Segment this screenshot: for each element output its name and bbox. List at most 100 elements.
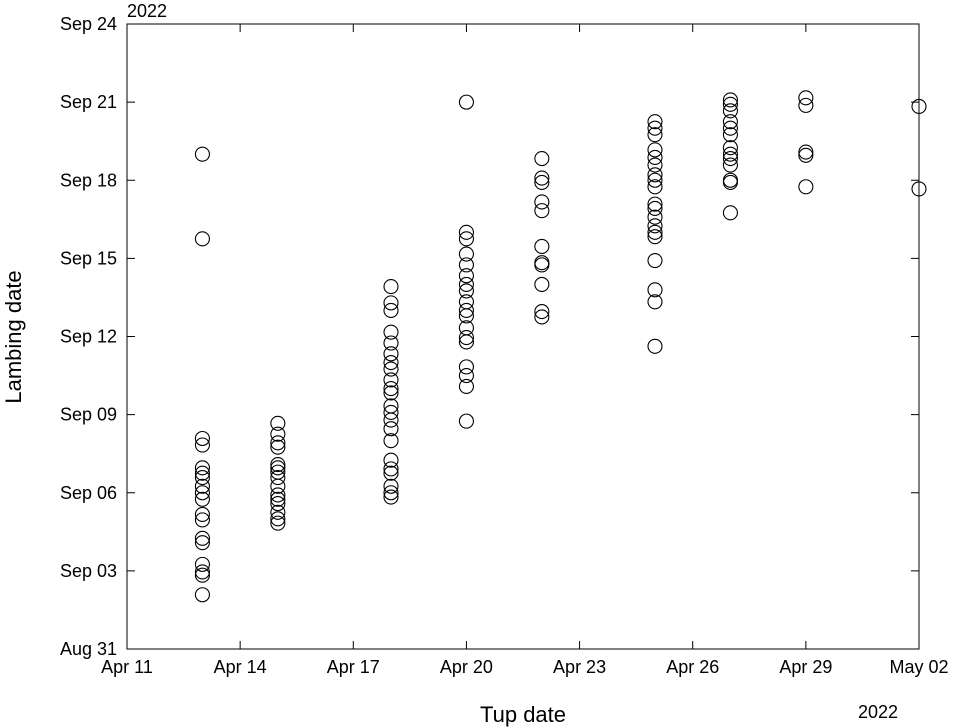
data-point (270, 426, 286, 442)
data-point (534, 194, 550, 210)
data-point (458, 378, 474, 394)
y-tick-label: Sep 09 (60, 405, 117, 425)
data-point (194, 530, 210, 546)
data-point (722, 114, 738, 130)
data-point (194, 567, 210, 583)
data-point (647, 157, 663, 173)
y-axis-title: Lambing date (1, 270, 26, 403)
data-point (383, 412, 399, 428)
data-point (194, 465, 210, 481)
data-point (383, 381, 399, 397)
data-point (722, 120, 738, 136)
data-point (383, 324, 399, 340)
data-point (194, 535, 210, 551)
data-point (647, 209, 663, 225)
data-points (194, 90, 927, 603)
data-point (534, 257, 550, 273)
data-point (194, 437, 210, 453)
y-axis-year-label: 2022 (127, 1, 167, 21)
data-point (458, 330, 474, 346)
data-point (270, 470, 286, 486)
data-point (534, 276, 550, 292)
data-point (458, 231, 474, 247)
data-point (270, 435, 286, 451)
data-point (458, 283, 474, 299)
x-tick-label: May 02 (889, 657, 948, 677)
data-point (647, 224, 663, 240)
data-point (194, 478, 210, 494)
data-point (722, 140, 738, 156)
data-point (383, 489, 399, 505)
data-point (722, 146, 738, 162)
data-point (647, 252, 663, 269)
data-point (383, 295, 399, 311)
data-point (270, 515, 286, 531)
data-point (383, 335, 399, 351)
data-point (647, 120, 663, 136)
data-point (194, 460, 210, 476)
data-point (383, 404, 399, 421)
plot-frame (126, 23, 920, 650)
data-point (194, 430, 210, 447)
data-point (534, 150, 550, 167)
x-tick-label: Apr 26 (666, 657, 719, 677)
data-point (458, 224, 474, 240)
data-point (383, 421, 399, 437)
data-point (647, 172, 663, 188)
y-tick-label: Aug 31 (60, 639, 117, 659)
data-point (458, 268, 474, 284)
data-point (383, 279, 399, 295)
data-point (458, 334, 474, 350)
data-point (194, 587, 210, 603)
y-tick-label: Sep 15 (60, 248, 117, 268)
data-point (383, 461, 399, 477)
data-point (722, 96, 738, 112)
data-point (722, 150, 738, 167)
data-point (383, 465, 399, 481)
data-point (798, 90, 814, 106)
data-point (534, 238, 550, 254)
data-point (458, 308, 474, 324)
data-point (383, 361, 399, 377)
data-point (647, 294, 663, 310)
data-point (458, 246, 474, 262)
data-point (194, 506, 210, 523)
data-point (383, 452, 399, 468)
y-tick-label: Sep 24 (60, 14, 117, 34)
data-point (270, 460, 286, 476)
data-point (534, 309, 550, 325)
data-point (194, 470, 210, 486)
data-point (458, 94, 474, 110)
data-point (383, 485, 399, 501)
y-tick-label: Sep 12 (60, 327, 117, 347)
y-tick-label: Sep 21 (60, 92, 117, 112)
data-point (383, 302, 399, 319)
data-point (270, 504, 286, 520)
x-tick-label: Apr 20 (440, 657, 493, 677)
data-point (798, 147, 814, 163)
data-point (458, 359, 474, 375)
data-point (647, 149, 663, 166)
data-point (647, 167, 663, 183)
data-point (722, 174, 738, 190)
x-tick-label: Apr 17 (327, 657, 380, 677)
data-point (911, 181, 927, 197)
data-point (534, 203, 550, 219)
data-point (458, 276, 474, 292)
data-point (383, 433, 399, 449)
data-point (270, 511, 286, 527)
data-point (647, 179, 663, 195)
data-point (270, 415, 286, 431)
data-point (194, 512, 210, 528)
x-tick-label: Apr 14 (214, 657, 267, 677)
data-point (647, 114, 663, 130)
x-tick-label: Apr 29 (779, 657, 832, 677)
data-point (647, 282, 663, 298)
data-point (458, 413, 474, 429)
data-point (270, 456, 286, 473)
data-point (722, 103, 738, 119)
data-point (534, 170, 550, 186)
data-point (647, 218, 663, 234)
x-tick-label: Apr 11 (101, 657, 153, 677)
